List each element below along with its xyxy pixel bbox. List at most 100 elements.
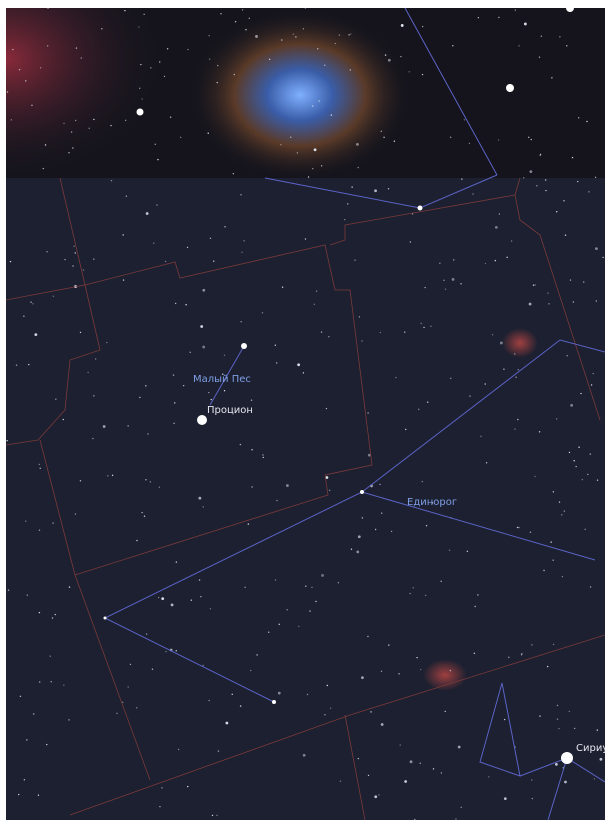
star <box>159 487 160 488</box>
star <box>559 501 560 502</box>
star <box>575 466 576 467</box>
star <box>251 400 252 401</box>
star <box>379 484 380 485</box>
star <box>208 133 209 134</box>
star <box>551 77 552 78</box>
star <box>20 696 21 697</box>
star <box>328 336 329 337</box>
star <box>588 191 589 192</box>
star <box>245 29 246 30</box>
star <box>275 345 276 346</box>
star <box>111 180 112 181</box>
star <box>477 594 478 595</box>
star <box>241 343 247 349</box>
star <box>153 243 154 244</box>
star <box>190 352 191 353</box>
star <box>159 61 160 62</box>
star <box>55 614 56 615</box>
star <box>360 490 364 494</box>
star <box>464 119 465 120</box>
star <box>450 378 451 379</box>
star <box>420 669 421 670</box>
star <box>174 402 175 403</box>
star <box>11 119 12 120</box>
star <box>422 481 423 482</box>
star <box>410 241 411 242</box>
star <box>217 82 218 83</box>
star <box>93 258 94 259</box>
star <box>6 440 7 441</box>
star <box>586 121 587 122</box>
star <box>282 287 283 288</box>
star <box>40 67 41 68</box>
star <box>197 415 207 425</box>
star <box>514 353 515 354</box>
star <box>63 419 64 420</box>
star <box>75 513 76 514</box>
star <box>400 56 401 57</box>
star <box>506 257 507 258</box>
star <box>531 139 532 140</box>
star <box>523 177 524 178</box>
star <box>75 252 76 253</box>
star <box>326 408 327 409</box>
star <box>528 137 529 138</box>
star <box>422 26 423 27</box>
star <box>7 91 8 92</box>
star <box>303 754 306 757</box>
star <box>63 685 64 686</box>
star <box>566 45 567 46</box>
star <box>531 779 532 780</box>
star <box>559 36 560 37</box>
star <box>268 632 269 633</box>
star <box>556 211 557 212</box>
star <box>418 206 423 211</box>
star <box>208 392 209 393</box>
star <box>578 447 579 448</box>
star <box>307 694 308 695</box>
star <box>517 527 518 528</box>
star <box>251 486 252 487</box>
star <box>234 74 235 75</box>
star <box>424 287 425 288</box>
star <box>492 334 493 335</box>
star <box>150 67 151 68</box>
star <box>106 342 107 343</box>
star <box>548 303 549 304</box>
star <box>225 722 228 725</box>
star <box>347 203 348 204</box>
star <box>324 714 325 715</box>
star <box>213 260 214 261</box>
star <box>553 644 554 645</box>
star <box>276 500 277 501</box>
star <box>595 247 598 250</box>
star <box>596 300 597 301</box>
star <box>315 601 316 602</box>
star <box>433 768 434 769</box>
star <box>405 429 406 430</box>
star <box>321 574 324 577</box>
star <box>80 332 81 333</box>
star <box>143 14 144 15</box>
star <box>590 586 591 587</box>
constellation-label: Единорог <box>407 497 457 508</box>
star <box>583 281 584 282</box>
star <box>216 815 217 816</box>
star <box>75 120 76 121</box>
star <box>23 315 24 316</box>
star <box>290 137 291 138</box>
star <box>87 372 88 373</box>
star <box>83 269 84 270</box>
star <box>10 261 11 262</box>
star <box>71 131 72 132</box>
star <box>499 213 500 214</box>
star <box>224 226 225 227</box>
star <box>503 369 504 370</box>
star <box>504 797 507 800</box>
star <box>541 36 542 37</box>
star <box>453 259 454 260</box>
star <box>597 480 598 481</box>
star <box>383 137 384 138</box>
star <box>539 56 540 57</box>
star <box>321 165 322 166</box>
